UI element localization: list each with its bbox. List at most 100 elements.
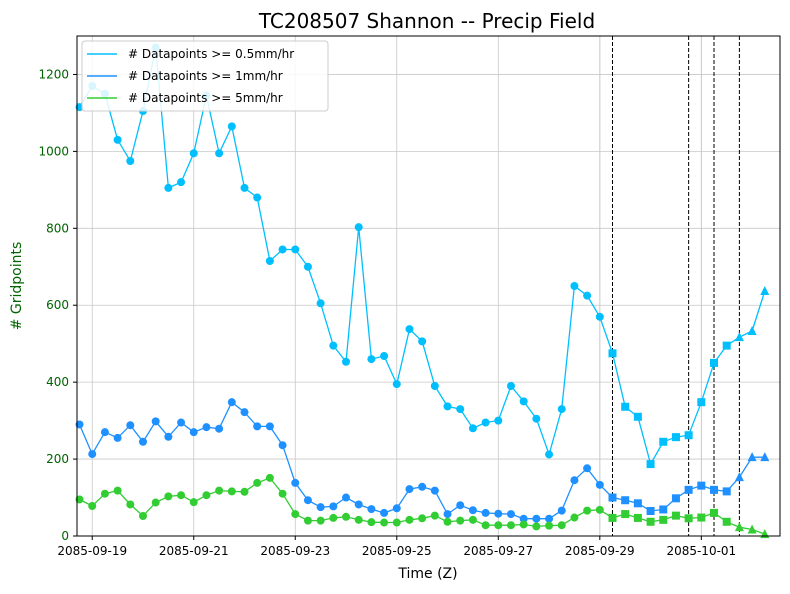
data-point [354,500,363,509]
data-point [405,485,414,494]
data-point [126,421,135,430]
legend-label: # Datapoints >= 0.5mm/hr [128,47,294,61]
data-point [545,450,554,459]
data-point [367,355,376,364]
x-tick-label: 2085-09-27 [463,544,533,558]
data-point [329,513,338,522]
data-point [253,193,262,202]
data-point [633,412,642,421]
data-point [494,521,503,530]
data-point [532,522,541,531]
data-point [291,245,300,254]
x-axis-ticks: 2085-09-19 2085-09-21 2085-09-23 2085-09-25… [57,536,736,558]
data-point [430,486,439,495]
data-point [456,501,465,510]
data-point [240,408,249,417]
y-axis-ticks: 0 200 400 600 800 1000 1200 [38,67,77,543]
data-point [138,437,147,446]
data-point [583,291,592,300]
data-point [240,487,249,496]
data-point [189,428,198,437]
data-point [265,473,274,482]
data-point [291,510,300,519]
data-point [710,485,719,494]
data-point [240,183,249,192]
data-point [126,157,135,165]
data-point [760,452,770,462]
chart-title: TC208507 Shannon -- Precip Field [258,9,595,33]
data-point [570,282,579,290]
data-point [392,518,401,527]
data-point [671,494,680,503]
data-point [519,514,528,523]
data-point [227,487,236,496]
data-point [265,422,274,431]
data-point [506,382,515,390]
data-point [189,149,198,158]
data-point [75,495,84,504]
data-point [532,514,541,523]
vertical-marker-lines [611,36,740,536]
data-point [380,352,389,360]
data-point [380,508,389,517]
y-tick-label: 400 [46,375,69,389]
data-point [100,428,109,437]
data-point [734,472,744,482]
y-tick-label: 1200 [38,67,69,81]
data-point [75,420,84,429]
data-point [418,514,427,523]
data-point [747,524,757,534]
y-tick-label: 200 [46,452,69,466]
data-point [468,515,477,524]
data-point [659,515,668,524]
data-point [202,423,211,432]
data-point [595,312,604,321]
x-tick-label: 2085-09-19 [57,544,127,558]
data-point [621,402,630,411]
data-point [646,460,655,469]
data-point [303,496,312,505]
data-point [405,325,414,334]
data-point [684,485,693,494]
data-point [430,511,439,520]
data-point [734,522,744,532]
data-point [278,489,287,498]
plot-frame [76,35,781,537]
data-point [88,502,97,510]
data-point [354,223,363,232]
data-point [151,417,160,426]
data-point [481,508,490,517]
legend: # Datapoints >= 0.5mm/hr # Datapoints >= … [81,40,329,112]
data-point [456,405,465,414]
data-point [430,382,439,390]
data-point [316,516,325,525]
data-point [342,493,351,502]
legend-box [81,40,329,112]
data-point [760,286,770,295]
data-point [621,510,630,519]
data-point [227,398,236,407]
data-point [481,418,490,427]
data-point [329,502,338,511]
data-point [316,503,325,512]
legend-label: # Datapoints >= 1mm/hr [128,69,283,83]
data-point [164,432,173,441]
data-point [468,424,477,433]
data-point [633,499,642,508]
data-point [684,514,693,523]
data-point [519,397,528,406]
data-point [113,135,122,144]
data-point [545,521,554,530]
data-point [747,452,757,462]
data-point [494,509,503,518]
data-point [595,480,604,489]
data-point [633,513,642,522]
data-point [367,505,376,514]
data-point [595,505,604,514]
data-point [151,498,160,507]
data-point [253,422,262,431]
data-point [734,332,744,342]
data-point [278,441,287,450]
data-point [303,516,312,525]
data-point [722,517,731,526]
